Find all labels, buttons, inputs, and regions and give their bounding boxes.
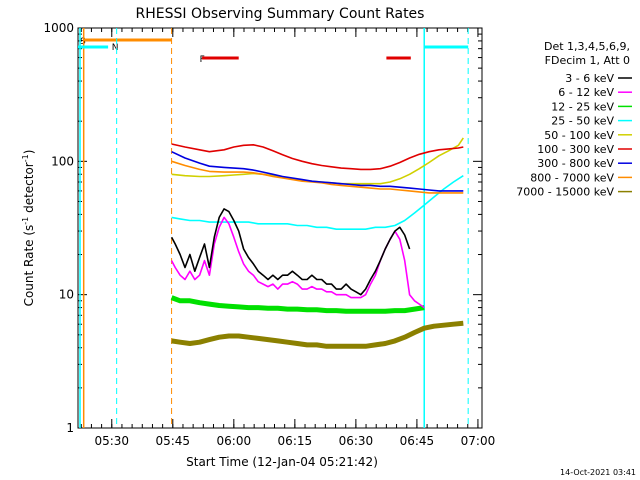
x-tick-label: 05:45: [155, 434, 190, 448]
legend-entry-label: 3 - 6 keV: [565, 72, 614, 85]
y-tick-label: 10: [59, 288, 74, 302]
legend-entry-label: 25 - 50 keV: [551, 115, 614, 128]
x-tick-label: 07:00: [461, 434, 496, 448]
series-line: [171, 320, 464, 349]
y-tick-label: 1: [66, 421, 74, 435]
chart-title: RHESSI Observing Summary Count Rates: [136, 6, 425, 22]
legend: Det 1,3,4,5,6,9, FDecim 1, Att 0 3 - 6 k…: [516, 40, 632, 199]
x-tick-label: 05:30: [94, 434, 129, 448]
series-line: [171, 150, 464, 192]
footer-date: 14-Oct-2021 03:41: [560, 468, 636, 477]
y-tick-label: 1000: [43, 21, 74, 35]
y-axis-label: Count Rate (s-1 detector-1): [21, 150, 36, 307]
legend-entry-label: 100 - 300 keV: [537, 143, 614, 156]
legend-header-line2: FDecim 1, Att 0: [545, 54, 630, 67]
flare-label: F: [200, 55, 205, 65]
plot-frame: [77, 27, 483, 429]
y-label-part-2: -1: [21, 217, 30, 225]
x-tick-label: 06:30: [339, 434, 374, 448]
x-axis-ticks: 05:30 05:45 06:00 06:15 06:30 06:45 07:00: [80, 28, 496, 448]
series-line: [170, 208, 411, 296]
series-line: [171, 137, 464, 185]
legend-entry-label: 300 - 800 keV: [537, 157, 614, 170]
y-tick-label: 100: [51, 154, 74, 168]
y-label-part-4: -1: [21, 154, 30, 162]
series-line: [170, 295, 425, 314]
flag-bars: SNF: [78, 28, 469, 428]
night-label: N: [112, 43, 119, 53]
x-tick-label: 06:45: [400, 434, 435, 448]
x-tick-label: 06:00: [217, 434, 252, 448]
y-label-part-3: detector: [22, 162, 36, 217]
x-axis-label: Start Time (12-Jan-04 05:21:42): [186, 455, 378, 469]
series-group: [170, 137, 464, 349]
y-label-part-5: ): [22, 150, 36, 155]
y-label-part-1: Count Rate (s: [22, 225, 36, 307]
legend-entry-label: 7000 - 15000 keV: [516, 186, 614, 199]
legend-entry-label: 800 - 7000 keV: [530, 171, 614, 184]
legend-entry-label: 12 - 25 keV: [551, 100, 614, 113]
legend-header-line1: Det 1,3,4,5,6,9,: [544, 40, 630, 53]
x-tick-label: 06:15: [278, 434, 313, 448]
legend-entry-label: 6 - 12 keV: [558, 86, 614, 99]
series-line: [171, 175, 464, 230]
y-axis-ticks: 1 10 100 1000: [43, 21, 482, 435]
series-line: [171, 143, 464, 171]
series-line: [171, 160, 464, 194]
legend-entry-label: 50 - 100 keV: [544, 129, 614, 142]
